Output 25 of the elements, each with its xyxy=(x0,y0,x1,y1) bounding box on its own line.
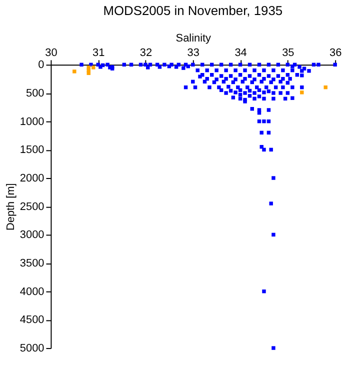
y-tick-label: 2000 xyxy=(20,172,44,184)
point xyxy=(324,85,328,90)
x-tick-label: 35 xyxy=(282,47,294,60)
y-tick-label: 0 xyxy=(38,59,44,72)
x-axis-title: Salinity xyxy=(176,32,212,44)
x-tick-label: 36 xyxy=(329,47,342,60)
x-tick-label: 31 xyxy=(92,47,105,60)
point xyxy=(72,70,76,74)
y-tick-label: 2500 xyxy=(20,200,44,213)
y-tick-label: 4500 xyxy=(20,314,44,326)
y-tick-label: 5000 xyxy=(20,342,44,355)
y-tick-label: 1000 xyxy=(20,116,44,128)
x-tick-label: 34 xyxy=(234,47,247,60)
chart-title: MODS2005 in November, 1935 xyxy=(103,2,283,18)
point xyxy=(300,90,304,94)
x-tick-label: 30 xyxy=(45,47,58,60)
y-tick-label: 1500 xyxy=(20,144,44,156)
x-tick-label: 32 xyxy=(140,47,152,60)
y-tick-label: 3000 xyxy=(20,229,44,242)
point xyxy=(92,66,96,70)
y-tick-label: 4000 xyxy=(20,286,44,298)
y-tick-label: 3500 xyxy=(20,257,44,270)
x-tick-label: 33 xyxy=(187,47,200,60)
y-tick-label: 500 xyxy=(26,87,44,100)
y-axis-title: Depth [m] xyxy=(4,183,17,231)
